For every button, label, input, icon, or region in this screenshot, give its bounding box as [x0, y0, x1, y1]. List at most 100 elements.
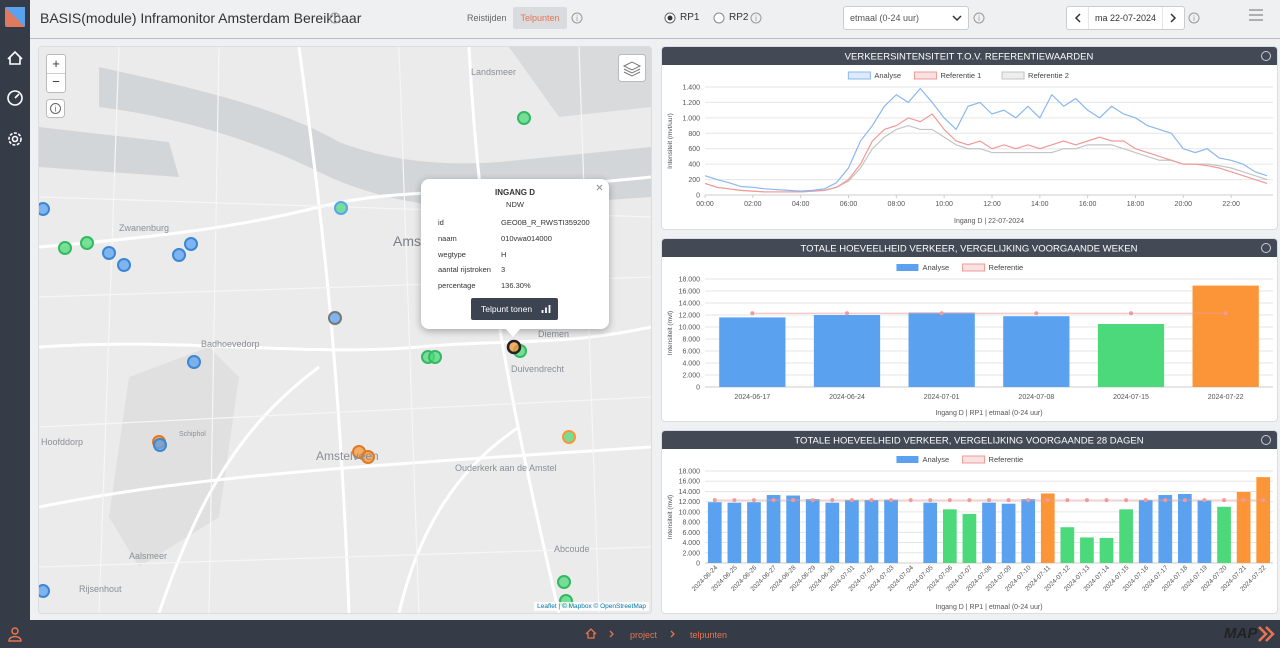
info-icon[interactable]: i — [1188, 12, 1200, 24]
radio-checked[interactable] — [664, 12, 676, 24]
nav-settings[interactable] — [8, 132, 22, 146]
menu[interactable] — [1248, 8, 1264, 22]
y-tick-label: 10.000 — [679, 509, 701, 516]
next-date[interactable] — [1162, 7, 1184, 29]
bar — [1192, 285, 1259, 387]
app-title: BASIS(module) Inframonitor Amsterdam Ber… — [40, 10, 362, 26]
y-tick-label: 1.000 — [682, 115, 700, 122]
info-icon[interactable] — [1261, 243, 1271, 253]
zoom-in[interactable]: + — [52, 56, 60, 71]
user-icon[interactable] — [7, 626, 23, 642]
place-label: Rijsenhout — [79, 584, 122, 594]
popup-key: aantal rijstroken — [438, 265, 491, 274]
popup-button[interactable]: Telpunt tonen — [471, 298, 558, 320]
prev-date[interactable] — [1067, 7, 1089, 29]
info-icon[interactable]: i — [329, 12, 341, 24]
popup-source: NDW — [506, 200, 524, 209]
y-tick-label: 4.000 — [682, 540, 700, 547]
nav-dashboard[interactable] — [7, 90, 23, 106]
bar — [1197, 500, 1212, 563]
popup-value: 136.30% — [501, 281, 531, 290]
popup-value: 3 — [501, 265, 506, 274]
svg-text:i: i — [978, 14, 980, 23]
series-line — [704, 87, 1268, 192]
breadcrumb[interactable]: project — [630, 630, 658, 640]
popup-close[interactable] — [595, 183, 604, 192]
reference-point — [889, 498, 894, 503]
x-axis-title: Ingang D | RP1 | etmaal (0-24 uur) — [935, 604, 1042, 611]
bar — [1236, 491, 1251, 563]
tab-active[interactable]: Telpunten — [513, 7, 567, 29]
chart-title: TOTALE HOEVEELHEID VERKEER, VERGELIJKING… — [801, 244, 1138, 255]
popup-key: wegtype — [438, 250, 466, 259]
popup-title: INGANG D — [495, 188, 535, 197]
bar — [908, 312, 975, 387]
map-markers[interactable] — [39, 111, 576, 608]
nav-home[interactable] — [7, 50, 23, 65]
bar — [1138, 500, 1153, 563]
radio[interactable] — [713, 12, 725, 24]
breadcrumb-home[interactable] — [585, 628, 621, 640]
info-icon[interactable] — [1261, 51, 1271, 61]
popup-value: GEO0B_R_RWSTI359200 — [501, 218, 590, 227]
chart-panel: TOTALE HOEVEELHEID VERKEER, VERGELIJKING… — [661, 430, 1278, 614]
y-tick-label: 4.000 — [682, 361, 700, 368]
y-axis-title: Intensiteit (mvt) — [667, 495, 674, 539]
y-tick-label: 14.000 — [679, 301, 701, 308]
bar — [942, 509, 957, 563]
attribution: Leaflet | © Mapbox © OpenStreetMap — [534, 602, 649, 611]
x-tick-label: 2024-06-24 — [829, 394, 865, 401]
layer-control[interactable] — [618, 54, 646, 82]
x-axis-title: Ingang D | 22-07-2024 — [954, 218, 1024, 225]
place-label: Aalsmeer — [129, 551, 168, 561]
y-tick-label: 18.000 — [679, 277, 701, 284]
brand-logo: MAP — [1224, 625, 1258, 642]
reference-point — [849, 498, 854, 503]
y-tick-label: 200 — [688, 177, 700, 184]
chart: TOTALE HOEVEELHEID VERKEER, VERGELIJKING… — [662, 431, 1277, 611]
map[interactable]: Landsmeer Zwanenburg Badhoevedorp Hoofdd… — [38, 46, 652, 614]
date-picker: ma 22-07-2024 — [1066, 6, 1185, 30]
reference-point — [928, 498, 933, 503]
info-icon[interactable]: i — [571, 12, 583, 24]
popup-value: 010vwa014000 — [501, 234, 552, 243]
place-label: Amstelveen — [316, 449, 379, 463]
place-label: Ouderkerk aan de Amstel — [455, 463, 557, 473]
y-tick-label: 800 — [688, 131, 700, 138]
radio-label[interactable]: RP1 — [680, 12, 700, 23]
place-label: Zwanenburg — [119, 223, 170, 233]
legend-swatch — [847, 71, 871, 80]
bar — [1119, 509, 1133, 563]
info-icon[interactable]: i — [973, 12, 985, 24]
y-tick-label: 6.000 — [682, 530, 700, 537]
y-tick-label: 16.000 — [679, 289, 701, 296]
reference-point — [939, 311, 944, 316]
map-info[interactable]: i — [46, 99, 65, 118]
zoom-out[interactable]: − — [47, 73, 65, 89]
y-tick-label: 400 — [688, 162, 700, 169]
info-icon[interactable] — [1261, 435, 1271, 445]
bar — [1060, 527, 1075, 563]
x-tick-label: 04:00 — [792, 201, 810, 208]
tab[interactable]: Reistijden — [467, 13, 507, 23]
period-select[interactable]: etmaal (0-24 uur) — [843, 6, 969, 30]
y-tick-label: 14.000 — [679, 489, 701, 496]
y-tick-label: 8.000 — [682, 337, 700, 344]
reference-point — [830, 498, 835, 503]
zoom-control: + − — [46, 54, 66, 93]
x-tick-label: 18:00 — [1127, 201, 1145, 208]
radio-label[interactable]: RP2 — [729, 12, 749, 23]
breadcrumb[interactable]: telpunten — [690, 630, 728, 640]
date-value: ma 22-07-2024 — [1095, 13, 1157, 23]
chart-title-bar — [662, 47, 1277, 65]
period-value: etmaal (0-24 uur) — [850, 13, 920, 23]
reference-point — [1084, 498, 1089, 503]
y-tick-label: 18.000 — [679, 469, 701, 476]
y-tick-label: 12.000 — [679, 499, 701, 506]
legend-label: Analyse — [922, 263, 949, 272]
bar — [884, 499, 898, 563]
legend-swatch — [896, 456, 919, 463]
info-icon[interactable]: i — [750, 12, 762, 24]
x-tick-label: 14:00 — [1031, 201, 1049, 208]
reference-point — [869, 498, 874, 503]
